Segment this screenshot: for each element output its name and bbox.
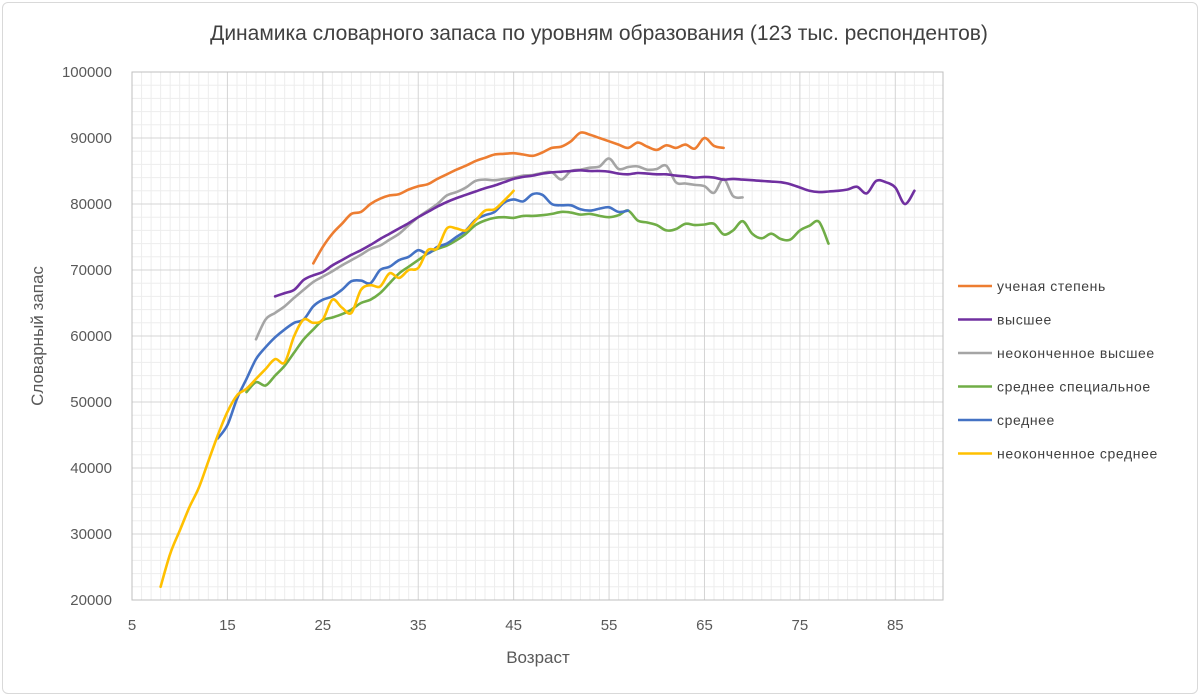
- x-tick-label: 5: [128, 617, 136, 634]
- series-line: [159, 189, 515, 589]
- x-tick-label: 25: [314, 617, 331, 634]
- plot-border: [131, 71, 944, 601]
- chart-title: Динамика словарного запаса по уровням об…: [210, 22, 988, 45]
- x-tick-label: 85: [887, 617, 904, 634]
- x-tick-label: 35: [410, 617, 427, 634]
- x-tick-label: 65: [696, 617, 713, 634]
- series-line: [254, 157, 744, 341]
- legend-entry: ученая степень: [997, 278, 1106, 294]
- legend: ученая степень высшее неоконченное высшее с…: [958, 278, 1158, 462]
- y-tick-label: 60000: [70, 328, 112, 345]
- legend-entry: высшее: [997, 312, 1052, 328]
- y-tick-label: 70000: [70, 262, 112, 279]
- legend-entry: неоконченное высшее: [997, 345, 1155, 361]
- y-tick-label: 30000: [70, 526, 112, 543]
- series-line: [216, 192, 630, 440]
- x-tick-label: 45: [505, 617, 522, 634]
- y-tick-label: 40000: [70, 460, 112, 477]
- legend-entry: неоконченное среднее: [997, 446, 1158, 462]
- y-tick-label: 20000: [70, 592, 112, 609]
- y-axis: 20000 30000 40000 50000 60000 70000 80000 90000…: [62, 64, 112, 609]
- x-tick-label: 15: [219, 617, 236, 634]
- x-axis: 5 15 25 35 45 55 65 75 85: [128, 617, 904, 634]
- series-line: [245, 209, 830, 394]
- legend-entry: среднее специальное: [997, 379, 1151, 395]
- y-tick-label: 50000: [70, 394, 112, 411]
- y-tick-label: 100000: [62, 64, 112, 81]
- y-tick-label: 80000: [70, 196, 112, 213]
- y-axis-label: Словарный запас: [28, 266, 47, 406]
- x-tick-label: 55: [601, 617, 618, 634]
- y-tick-label: 90000: [70, 130, 112, 147]
- series-line: [273, 169, 916, 298]
- grid: [131, 71, 944, 601]
- plot-area: [131, 71, 944, 601]
- x-tick-label: 75: [792, 617, 809, 634]
- series-line: [312, 131, 725, 265]
- legend-entry: среднее: [997, 412, 1055, 428]
- series-group: [159, 131, 916, 589]
- x-axis-label: Возраст: [506, 648, 570, 667]
